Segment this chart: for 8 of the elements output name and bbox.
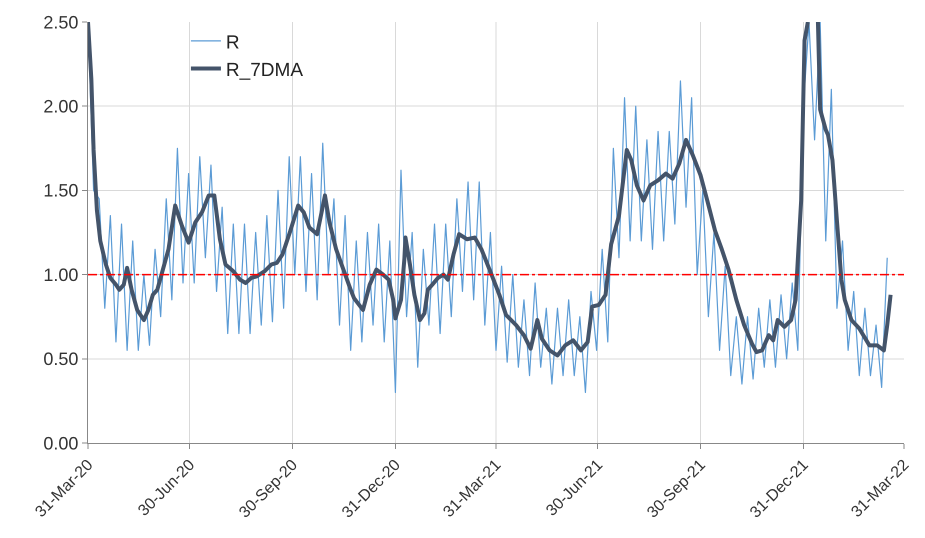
y-tick-label: 2.50 — [43, 12, 78, 32]
y-tick-label: 1.00 — [43, 264, 78, 285]
y-tick-label: 2.00 — [43, 96, 78, 116]
y-tick-label: 1.50 — [43, 180, 78, 201]
legend-label: R — [226, 32, 240, 54]
y-tick-label: 0.50 — [43, 349, 78, 370]
legend-label: R_7DMA — [226, 60, 304, 81]
y-tick-label: 0.00 — [43, 433, 78, 454]
